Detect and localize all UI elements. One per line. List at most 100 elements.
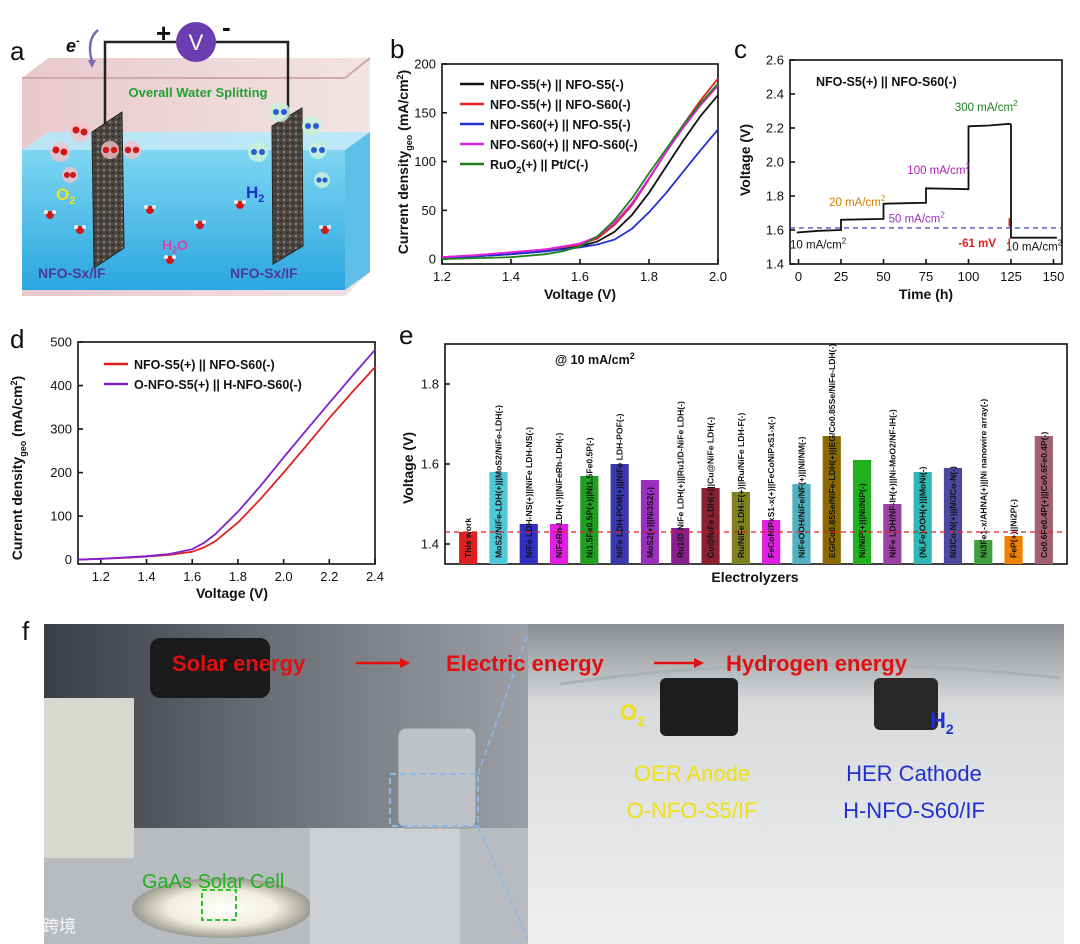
bar-category-label: (Ni,Fe)OOH(+)||MoNi(-): [918, 466, 928, 558]
electron-arrow: [88, 29, 99, 63]
panel-f-photo: f Solar energy Electric energy Hydrogen …: [22, 616, 1064, 944]
bar-category-label: Ni/NiP(+)||Ni/NiP(-): [857, 483, 867, 558]
panel-c-chart: c 0 25 50 75 100 125 150 1.4 1.6 1.8 2.0 2.2 2.4 2.6 1…: [734, 34, 1064, 302]
lamp-housing: [150, 638, 270, 698]
right-electrode: [271, 107, 304, 265]
bar-category-label: NiFe LDH-POM(+)||NiFe LDH-POF(-): [615, 413, 625, 558]
electron-arrowhead: [88, 60, 96, 68]
y-tick-label: 400: [50, 378, 72, 393]
series-line: [441, 84, 719, 259]
panel-d-chart: d 1.2 1.4 1.6 1.8 2.0 2.2 2.40100200300400500 …: [9, 324, 384, 601]
y-axis-label: Current densitygeo (mA/cm2): [9, 376, 28, 560]
panel-letter-a: a: [10, 36, 25, 66]
bar: [701, 488, 720, 564]
bar-category-label: FeP(+)||Ni2P(-): [1009, 499, 1019, 558]
y-tick-label: 200: [50, 465, 72, 480]
y-tick-label: 1.8: [421, 377, 439, 392]
schematic-title: Overall Water Splitting: [129, 85, 268, 100]
x-tick-label: 25: [834, 269, 848, 284]
x-tick-label: 2.0: [275, 569, 293, 584]
x-axis-label: Electrolyzers: [711, 569, 798, 585]
solar-cell-box: [201, 889, 237, 921]
watermark: 大数跨境: [8, 917, 76, 937]
series-line: [441, 82, 719, 260]
x-axis-label: Voltage (V): [196, 585, 268, 601]
series-line: [77, 366, 376, 561]
voltmeter: [176, 22, 216, 62]
bar-category-label: NiFe LDH-NS(+)||NiFe LDH-NS(-): [524, 427, 534, 558]
legend: NFO-S5(+) || NFO-S60(-) O-NFO-S5(+) || H…: [104, 358, 302, 392]
plus-sign: +: [156, 18, 171, 48]
electric-energy-label: Electric energy: [446, 651, 605, 676]
zoom-line-bottom: [477, 825, 531, 944]
x-axis-label: Voltage (V): [544, 286, 616, 302]
plot-area: 1.2 1.4 1.6 1.8 2.0 2.2 2.4 0 100 200 300 400 500: [50, 335, 384, 585]
gaas-label: GaAs Solar Cell: [142, 871, 284, 893]
cathode-name: H-NFO-S60/IF: [843, 798, 985, 823]
bar: [1004, 536, 1023, 564]
anode-name: O-NFO-S5/IF: [627, 798, 758, 823]
bar: [943, 468, 963, 564]
bar-category-label: This work: [463, 518, 473, 558]
annotation: 20 mA/cm2: [829, 194, 886, 209]
annotation: 10 mA/cm2: [790, 237, 847, 252]
y-tick-label: 1.4: [766, 257, 784, 272]
arrow-electric-hydrogen-head: [694, 658, 704, 668]
light-spot: [132, 878, 312, 938]
bar-category-label: Ni3Fe1-x/AHNA(+)||Ni nanowire array(-): [978, 399, 988, 558]
bar-category-label: Ru/NiFe LDH-F(+)||Ru/NiFe LDH-F(-): [736, 412, 746, 558]
right-wire: [216, 40, 290, 120]
legend-entry: NFO-S5(+) || NFO-S5(-): [490, 78, 624, 92]
y-tick-label: 1.6: [421, 457, 439, 472]
y-axis-label: Current densitygeo (mA/cm2): [395, 70, 414, 254]
bar: [580, 476, 599, 564]
right-electrode-label: NFO-Sx/IF: [230, 265, 298, 281]
y-tick-label: 100: [50, 509, 72, 524]
x-tick-label: 2.0: [709, 269, 727, 284]
plot-area: 1.4 1.6 1.8 This work MoS2/NiFe-LDH(+)||MoS2…: [421, 343, 1068, 565]
series-line: [441, 128, 719, 259]
x-tick-label: 0: [795, 269, 802, 284]
plot-frame: [444, 343, 1068, 565]
anode-foam: [660, 678, 738, 736]
plot-area: 1.2 1.4 1.6 1.8 2.0 0 50 100 150 200: [414, 57, 727, 285]
zoom-box: [389, 773, 479, 827]
x-axis-label: Time (h): [899, 286, 953, 302]
series-line: [77, 349, 376, 561]
bar: [731, 492, 750, 564]
tank-rim: [22, 57, 371, 79]
h2o-label: H2O: [162, 237, 188, 255]
chart-title: @ 10 mA/cm2: [555, 351, 635, 367]
x-tick-label: 1.2: [92, 569, 110, 584]
y-tick-label: 2.4: [766, 87, 784, 102]
annotation: 50 mA/cm2: [889, 210, 946, 225]
y-tick-label: 2.6: [766, 53, 784, 68]
y-tick-label: 1.4: [421, 537, 439, 552]
legend-entry: NFO-S60(+) || NFO-S60(-): [490, 138, 638, 152]
y-tick-label: 100: [414, 154, 436, 169]
x-tick-label: 1.8: [229, 569, 247, 584]
electron-label: e-: [66, 35, 80, 56]
bar: [913, 472, 932, 564]
oxygen-bubbles: [50, 122, 141, 183]
bar-category-label: Cu@NiFe LDH(+)||Cu@NiFe LDH(-): [706, 417, 716, 558]
y-tick-label: 0: [429, 252, 436, 267]
left-electrode-label: NFO-Sx/IF: [38, 265, 106, 281]
cathode-foam: [874, 678, 938, 730]
annotation: 10 mA/cm2: [1006, 238, 1063, 253]
panel-letter-d: d: [10, 324, 24, 354]
bar: [459, 532, 478, 564]
h2-label: H2: [246, 183, 264, 205]
bar-category-label: EG/Co0.85Se/NiFe-LDH(+)||EG/Co0.85Se/NiF…: [827, 344, 837, 558]
bar-category-label: MoS2/NiFe-LDH(+)||MoS2/NiFe-LDH(-): [493, 405, 503, 558]
bar: [792, 484, 811, 564]
bar-category-label: NiFe LDH/NF-IH(+)||Ni-MoO2/NF-IH(-): [887, 409, 897, 558]
y-tick-label: 150: [414, 105, 436, 120]
beaker-rim: [559, 662, 1061, 686]
hydrogen-energy-label: Hydrogen energy: [726, 651, 908, 676]
chart-title: NFO-S5(+) || NFO-S60(-): [816, 75, 957, 89]
instrument: [44, 698, 134, 858]
y-tick-label: 200: [414, 57, 436, 72]
bar-category-label: Ni3Co-N(+)||Ni3Co-N(-): [948, 466, 958, 558]
x-tick-label: 50: [876, 269, 890, 284]
